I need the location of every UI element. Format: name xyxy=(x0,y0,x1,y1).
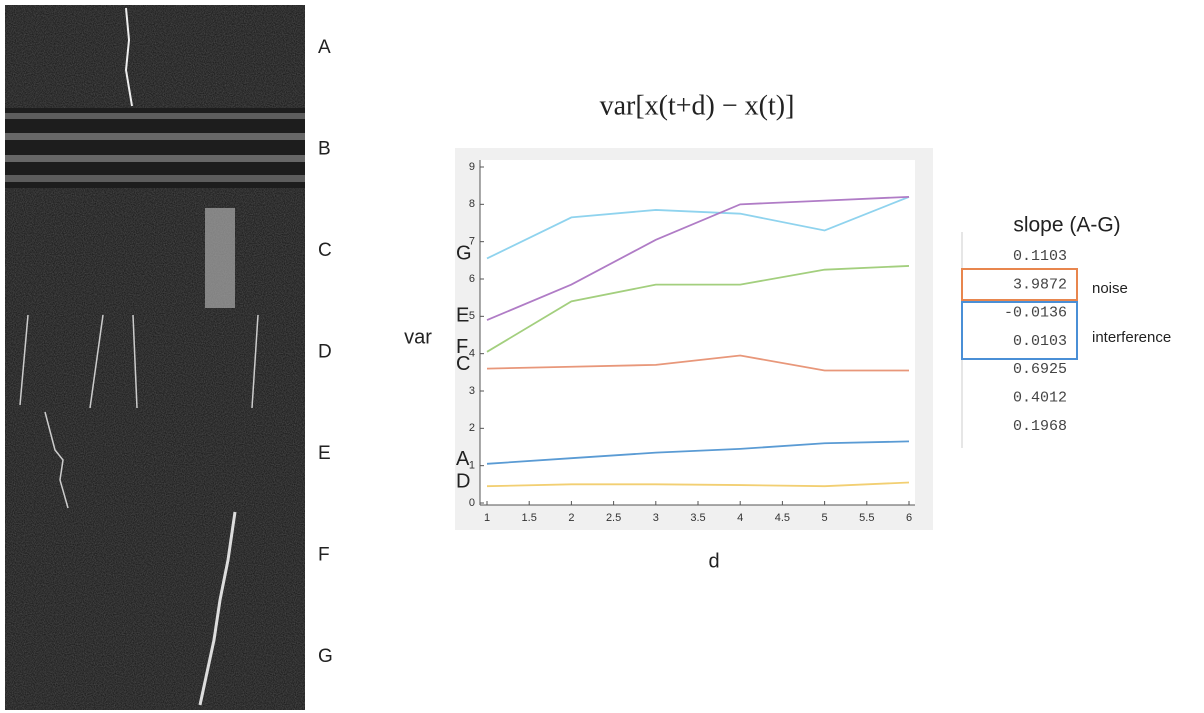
y-tick-label: 7 xyxy=(469,236,475,248)
y-axis-label: var xyxy=(404,326,432,348)
y-tick-label: 9 xyxy=(469,161,475,173)
y-tick-label: 6 xyxy=(469,273,475,285)
series-line xyxy=(486,195,910,321)
series-line xyxy=(486,354,909,372)
slope-title: slope (A-G) xyxy=(1013,214,1120,237)
kymograph-panel xyxy=(5,5,305,710)
series-line xyxy=(486,265,910,353)
panel-label: A xyxy=(318,37,331,58)
x-tick-label: 3.5 xyxy=(690,512,705,524)
x-tick-label: 3 xyxy=(653,512,659,524)
x-tick-label: 2.5 xyxy=(606,512,621,524)
series-label: G xyxy=(456,243,472,265)
panel-label: G xyxy=(318,646,333,667)
x-tick-label: 2 xyxy=(568,512,574,524)
note: noise xyxy=(1092,280,1128,297)
slope-value: 3.9872 xyxy=(1013,276,1067,293)
y-tick-label: 0 xyxy=(469,497,475,509)
slope-value: 0.0103 xyxy=(1013,333,1067,350)
x-tick-label: 1.5 xyxy=(522,512,537,524)
x-tick-label: 4.5 xyxy=(775,512,790,524)
series-label: D xyxy=(456,470,470,492)
panel-label: C xyxy=(318,240,332,261)
x-tick-label: 5.5 xyxy=(859,512,874,524)
x-tick-label: 6 xyxy=(906,512,912,524)
series-label: A xyxy=(456,448,470,470)
slope-values: 0.1103 3.9872 -0.0136 0.0103 0.6925 0.4012 0.1… xyxy=(1004,248,1067,435)
y-tick-label: 2 xyxy=(469,422,475,434)
x-tick-label: 5 xyxy=(822,512,828,524)
panel-label: B xyxy=(318,139,331,160)
y-tick-label: 5 xyxy=(469,310,475,322)
slope-table: slope (A-G) noise interference xyxy=(961,214,1171,448)
slope-value: 0.1103 xyxy=(1013,248,1067,265)
slope-value: -0.0136 xyxy=(1004,305,1067,322)
y-tick-label: 8 xyxy=(469,198,475,210)
series-label: E xyxy=(456,304,469,326)
x-tick-label: 4 xyxy=(737,512,743,524)
series-line xyxy=(486,440,910,465)
y-tick-label: 3 xyxy=(469,385,475,397)
series-line xyxy=(486,196,910,260)
slope-value: 0.4012 xyxy=(1013,389,1067,406)
slope-value: 0.6925 xyxy=(1013,361,1067,378)
series-label: C xyxy=(456,353,470,375)
slope-value: 0.1968 xyxy=(1013,418,1067,435)
series-label: F xyxy=(456,336,468,358)
chart-title: var[x(t+d) − x(t)] xyxy=(600,90,795,121)
panel-label: E xyxy=(318,443,331,464)
plot-area xyxy=(480,160,915,505)
y-tick-label: 1 xyxy=(469,460,475,472)
series-line xyxy=(486,481,910,488)
panel-label: F xyxy=(318,545,330,566)
note: interference xyxy=(1092,329,1171,346)
panel-labels: A B C D E F G xyxy=(318,37,333,667)
panel-label: D xyxy=(318,342,332,363)
x-tick-label: 1 xyxy=(484,512,490,524)
y-tick-label: 4 xyxy=(469,348,475,360)
x-axis-label: d xyxy=(708,550,719,572)
